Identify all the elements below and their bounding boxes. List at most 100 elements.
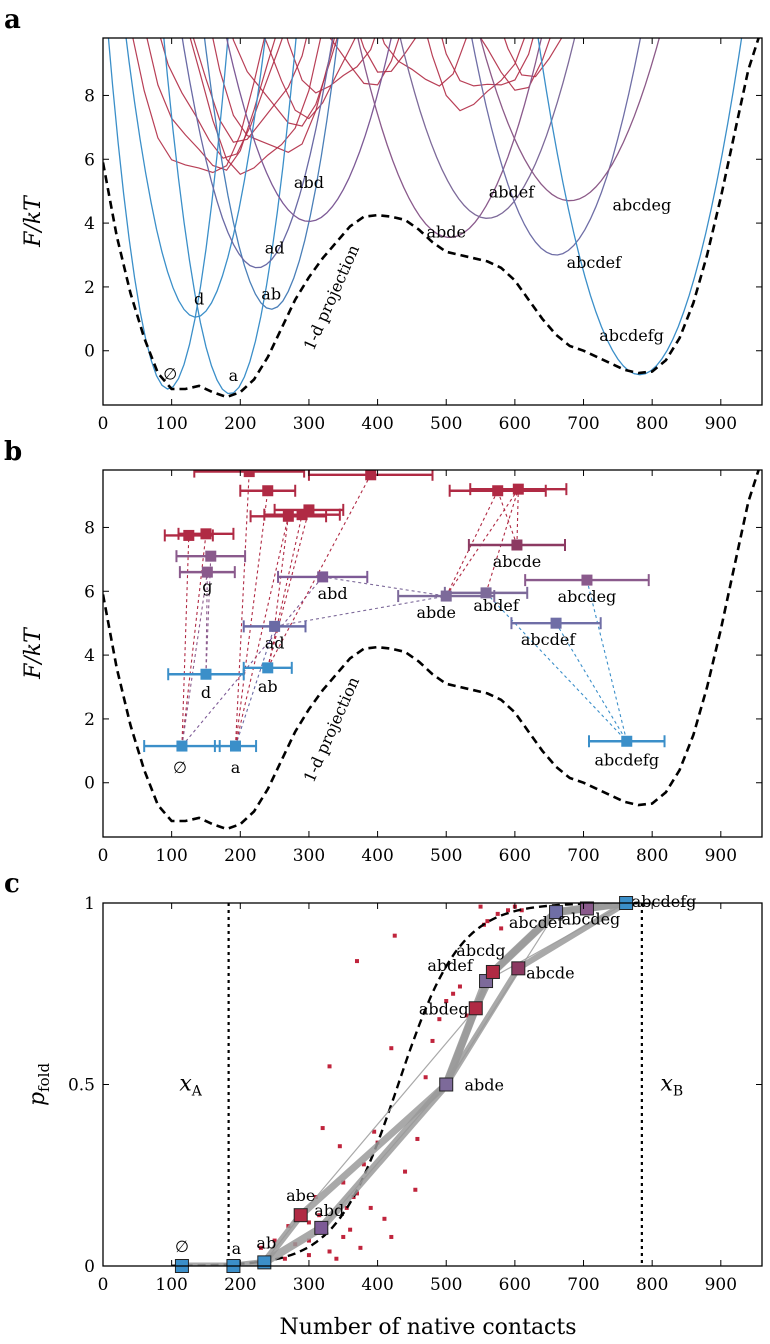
panel-a-state-label: abd (294, 173, 324, 192)
panel-c-xtick-label: 400 (361, 1275, 393, 1295)
panel-b-connector (181, 572, 208, 747)
panel-b-projection-label: 1-d projection (300, 674, 363, 785)
panel-b-point-label: d (201, 683, 211, 702)
panel-a-curve-background (479, 38, 551, 91)
panel-a-curve (357, 38, 543, 239)
panel-c-xtick-label: 500 (430, 1275, 462, 1295)
panel-a-curve (203, 38, 339, 310)
panel-c-sample-point (382, 1216, 387, 1221)
panel-c-sample-point (415, 1136, 420, 1141)
panel-b-ytick-label: 6 (84, 582, 95, 602)
panel-a-xtick-label: 300 (293, 414, 325, 434)
panel-c-sample-point (451, 991, 456, 996)
panel-b-connector (555, 622, 628, 742)
panel-b-point (480, 587, 492, 599)
panel-c-state-label: abcdefg (632, 892, 697, 911)
panel-c-sample-point (334, 1256, 339, 1261)
panel-b-point-label: abcdef (521, 630, 576, 649)
panel-c-sample-point (444, 999, 449, 1004)
panel-b-connector (485, 488, 519, 594)
panel-a-state-label: ∅ (163, 364, 177, 383)
panel-c-sample-point (423, 1075, 428, 1080)
panel-c-sample-point (354, 1191, 359, 1196)
panel-b-connector (445, 490, 499, 597)
panel-c-sample-point (306, 1253, 311, 1258)
panel-b-point (512, 483, 524, 495)
panel-b-point-label: g (202, 577, 212, 596)
panel-c-sample-point (485, 919, 490, 924)
panel-a-xtick-label: 500 (430, 414, 462, 434)
panel-c-state-point (439, 1077, 454, 1092)
panel-c-state-point (468, 1001, 483, 1016)
panel-b-point-label: ad (265, 633, 285, 652)
panel-a-curve-background (212, 38, 336, 153)
panel-b-connector (267, 514, 303, 668)
panel-a-curve-background (329, 38, 400, 86)
panel-a-curve-background (192, 38, 308, 143)
panel-c-sample-point (327, 1249, 332, 1254)
panel-c-sample-point (430, 1038, 435, 1043)
panel-c-sample-point (403, 1169, 408, 1174)
panel-c-state-label: ∅ (175, 1237, 189, 1256)
panel-c-xtick-label: 600 (499, 1275, 531, 1295)
panel-c-sample-point (389, 1234, 394, 1239)
panel-c-sample-point (478, 904, 483, 909)
panel-a-ytick-label: 0 (84, 342, 95, 362)
panel-c-sample-point (368, 1205, 373, 1210)
panel-b-plot-area (103, 470, 760, 831)
panel-c-sample-point (320, 1126, 325, 1131)
panel-b-point (183, 529, 195, 541)
panel-b-connector (267, 474, 372, 669)
panel-a-state-label: abdef (489, 183, 535, 202)
panel-b-ytick-label: 4 (84, 646, 95, 666)
panel-c-state-label: abd (314, 1201, 344, 1220)
panel-b-point (262, 662, 274, 674)
panel-c-xtick-label: 800 (636, 1275, 668, 1295)
panel-c-sample-point (358, 1245, 363, 1250)
panel-a-projection-label: 1-d projection (300, 242, 363, 353)
panel-b-point (440, 590, 452, 602)
panel-a-curve (225, 38, 392, 223)
panel-c-sample-point (392, 933, 397, 938)
panel-b-point (317, 571, 329, 583)
panel-b-xtick-label: 600 (499, 846, 531, 866)
panel-b-connector (234, 626, 276, 747)
panel-b-xtick-label: 0 (98, 846, 109, 866)
panel-b-point (262, 485, 274, 497)
panel-b-point (205, 550, 217, 562)
panel-b-point (229, 740, 241, 752)
panel-a-curve (181, 38, 334, 269)
panel-c-pathway-line (181, 903, 627, 1266)
panel-c-sample-point (499, 926, 504, 931)
panel-c-sample-point (337, 1144, 342, 1149)
panel-b-point (200, 528, 212, 540)
panel-b-xtick-label: 300 (293, 846, 325, 866)
panel-b-point (282, 510, 294, 522)
panel-b-point (200, 668, 212, 680)
panel-b-point-label: abcdeg (558, 587, 617, 606)
x-axis-label: Number of native contacts (279, 1315, 576, 1340)
panel-c-plot-area (171, 903, 650, 1266)
panel-a-ytick-label: 2 (84, 278, 95, 298)
panel-c-state-point (485, 964, 500, 979)
panel-a-curve-background (189, 38, 322, 176)
panel-a-y-axis-label: F/kT (21, 194, 46, 248)
panel-b-xtick-label: 900 (705, 846, 737, 866)
panel-c-sample-point (306, 1238, 311, 1243)
panel-a-curve-background (232, 38, 338, 127)
panel-letter-b: b (4, 437, 22, 467)
panel-b-y-axis-label: F/kT (21, 626, 46, 680)
panel-a-ytick-label: 4 (84, 214, 95, 234)
panel-a-xtick-label: 900 (705, 414, 737, 434)
panel-b-point-label: abcdefg (594, 750, 659, 769)
panel-a-state-label: abcdef (567, 253, 622, 272)
panel-c-xtick-label: 900 (705, 1275, 737, 1295)
panel-c-sample-point (354, 959, 359, 964)
panel-b-xtick-label: 800 (636, 846, 668, 866)
panel-c-state-label: a (232, 1239, 242, 1258)
panel-b-ytick-label: 2 (84, 710, 95, 730)
panel-c-sample-point (437, 1017, 442, 1022)
